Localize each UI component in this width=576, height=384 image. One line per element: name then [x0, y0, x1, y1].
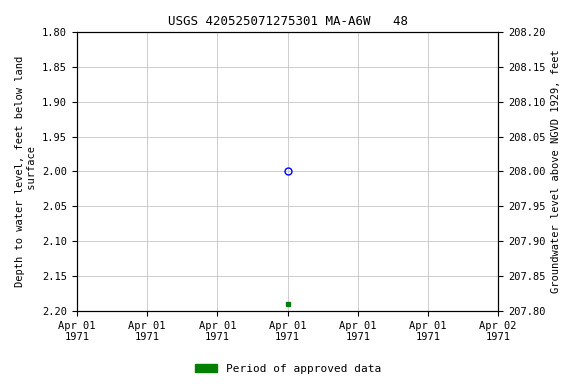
Y-axis label: Groundwater level above NGVD 1929, feet: Groundwater level above NGVD 1929, feet: [551, 50, 561, 293]
Legend: Period of approved data: Period of approved data: [191, 359, 385, 379]
Y-axis label: Depth to water level, feet below land
 surface: Depth to water level, feet below land su…: [15, 56, 37, 287]
Title: USGS 420525071275301 MA-A6W   48: USGS 420525071275301 MA-A6W 48: [168, 15, 408, 28]
